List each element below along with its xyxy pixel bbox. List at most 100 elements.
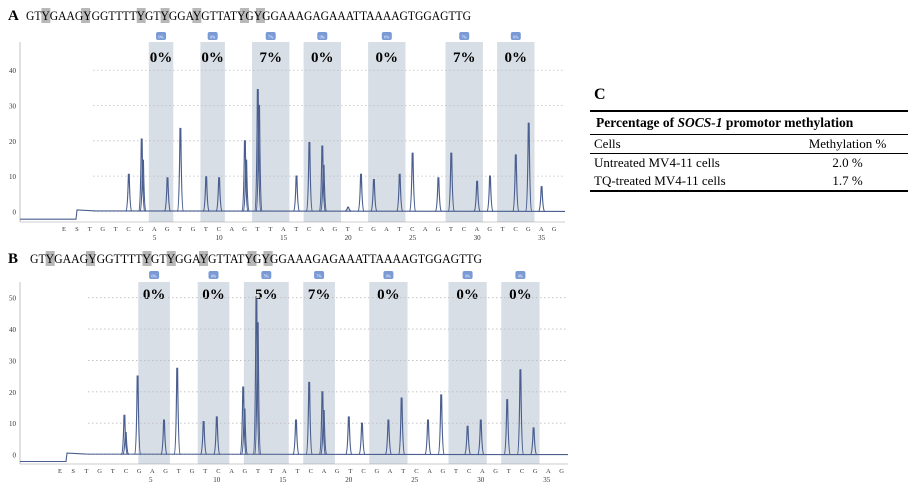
cpg-position-box [192,8,202,23]
peak [447,152,455,213]
methylation-percent-label: 0% [202,287,225,303]
dispensation-letter: C [467,468,471,475]
dispensation-letter: C [216,468,220,475]
table-row: TQ-treated MV4-11 cells 1.7 % [590,172,908,192]
cpg-position-box [86,251,96,266]
cpg-position-box [166,251,176,266]
dispensation-letter: T [204,226,208,233]
peak [242,159,250,213]
dispensation-letter: G [374,468,379,475]
peak [125,173,133,212]
peak [516,369,524,456]
peak [396,173,404,212]
peak [370,179,378,212]
dispensation-letter: T [507,468,511,475]
peak [292,175,301,212]
dispensation-letter: C [126,226,130,233]
dispensation-letter: A [152,226,157,233]
cell-value: 2.0 % [832,155,863,170]
dispensation-letter: T [203,468,207,475]
peak [473,180,481,212]
peak [434,177,442,212]
methylation-percent-label: 0% [201,50,224,66]
dispensation-letter: G [242,226,247,233]
cpg-position-box [136,8,146,23]
dispensation-letter: T [346,226,350,233]
dispensation-letter: T [269,468,273,475]
peak [254,89,262,213]
percent-badge [207,32,218,40]
table-title: Percentage of SOCS-1 promotor methylatio… [590,110,908,135]
x-tick-label: 10 [216,234,224,242]
percent-badge-label: 7% [462,35,468,40]
dispensation-letter: G [526,226,531,233]
peak [252,298,260,456]
percent-badge-label: 0% [518,274,524,279]
percent-badge [261,271,272,279]
table-title-prefix: Percentage of [596,115,678,130]
dispensation-letter: T [501,226,505,233]
percent-badge [314,271,325,279]
y-tick-label: 30 [9,103,17,111]
peak [318,391,326,456]
dispensation-letter: C [217,226,221,233]
x-tick-label: 15 [279,476,287,484]
dispensation-letter: C [462,226,466,233]
dispensation-letter: T [256,226,260,233]
peak [477,419,485,456]
percent-badge [381,32,392,40]
sequence-text: GTYGAAGYGGTTTTYGTYGGAYGTTATYGYGGAAAGAGAA… [30,252,482,266]
dispensation-letter: T [178,226,182,233]
percent-badge-label: 7% [316,274,322,279]
methylation-percent-label: 7% [308,287,331,303]
percent-badge-label: 0% [465,274,471,279]
dispensation-letter: T [401,468,405,475]
percent-badge [383,271,394,279]
methylation-percent-label: 7% [259,50,282,66]
dispensation-letter: E [62,226,66,233]
cell-name: Untreated MV4-11 cells [594,155,720,170]
percent-badge-label: 0% [513,35,519,40]
percent-badge [515,271,526,279]
peak [525,122,533,213]
cpg-position-box [247,251,257,266]
peak [213,416,221,456]
y-tick-label: 20 [9,389,17,397]
percent-badge [208,271,219,279]
peak [200,421,208,456]
panel-letter-c: C [594,86,606,103]
dispensation-letter: T [449,226,453,233]
dispensation-letter: G [335,468,340,475]
methylation-percent-label: 0% [509,287,532,303]
y-tick-label: 0 [13,452,17,460]
dispensation-letter: G [436,226,441,233]
dispensation-letter: S [71,468,75,475]
cpg-highlight-region [148,42,174,222]
dispensation-letter: C [359,226,363,233]
peak [398,397,406,456]
dispensation-letter: G [333,226,338,233]
methylation-percent-label: 7% [453,50,476,66]
dispensation-letter: A [320,226,325,233]
percent-badge [510,32,521,40]
peak [292,419,300,456]
dispensation-letter: T [397,226,401,233]
dispensation-letter: C [307,226,311,233]
dispensation-letter: T [268,226,272,233]
dispensation-letter: T [88,226,92,233]
percent-badge-label: 0% [158,35,164,40]
dispensation-letter: G [533,468,538,475]
percent-badge-label: 0% [210,35,216,40]
dispensation-letter: T [348,468,352,475]
peak [424,419,432,456]
dispensation-letter: A [229,468,234,475]
cpg-position-box [199,251,209,266]
percent-badge-label: 0% [320,35,326,40]
methylation-table: Percentage of SOCS-1 promotor methylatio… [590,110,908,192]
peak [318,145,326,213]
table-header-row: Cells Methylation % [590,134,908,154]
peak [240,408,249,456]
percent-badge-label: 0% [384,35,390,40]
peak [138,138,146,213]
baseline-trace [20,452,569,463]
